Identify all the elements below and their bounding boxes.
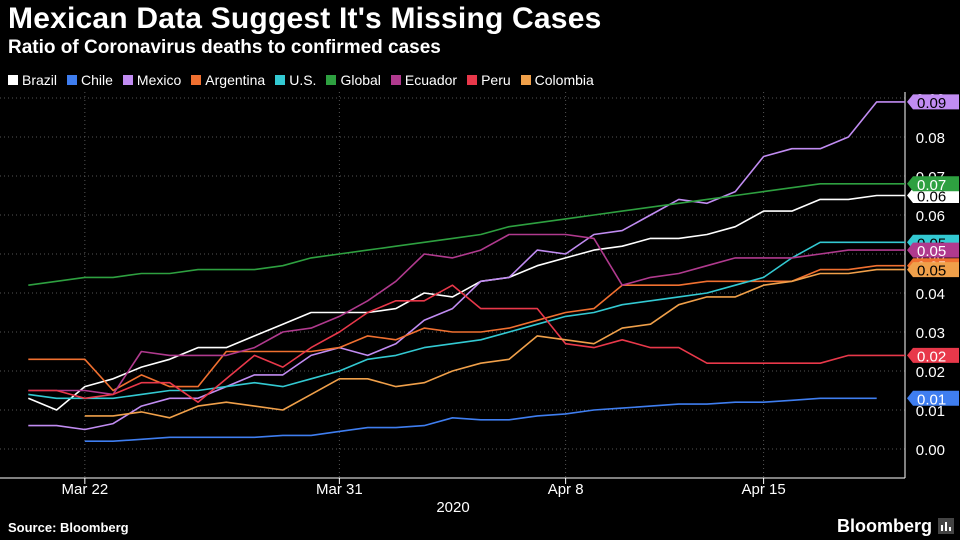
legend-swatch [275,75,286,85]
end-label-chile: 0.01 [917,391,946,408]
end-label-colombia: 0.05 [917,263,946,280]
series-line-ecuador [28,233,905,396]
end-label-ecuador: 0.05 [917,243,946,260]
end-label-tag-global [907,176,959,192]
y-tick-label: 0.00 [916,442,945,459]
legend-item-mexico: Mexico [122,72,182,88]
legend-label: Colombia [534,72,594,88]
chart-subtitle: Ratio of Coronavirus deaths to confirmed… [8,37,441,58]
end-label-mexico: 0.09 [917,95,946,112]
series-line-chile [84,397,877,443]
y-tick-label: 0.06 [916,208,945,225]
legend-swatch [390,75,401,85]
bloomberg-terminal-icon [938,518,954,534]
end-label-tag-ecuador [907,242,959,258]
legend-label: Peru [481,72,511,88]
series-line-peru [28,284,905,404]
legend: Brazil Chile Mexico Argentina U.S. Global Ecua… [8,72,594,88]
legend-item-global: Global [326,72,381,88]
x-tick-label: Apr 15 [741,481,785,498]
legend-item-us: U.S. [275,72,316,88]
x-tick-label: Apr 8 [548,481,584,498]
legend-item-chile: Chile [67,72,113,88]
legend-swatch [520,75,531,85]
bloomberg-logo: Bloomberg [836,516,932,536]
series-line-mexico [28,101,905,431]
series-line-us [28,241,905,400]
y-tick-label: 0.03 [916,325,945,342]
y-tick-label: 0.04 [916,286,945,303]
x-axis-label: 2020 [436,499,469,516]
series-line-brazil [27,194,905,411]
legend-label: Chile [81,72,113,88]
y-tick-label: 0.01 [916,403,945,420]
legend-swatch [191,75,202,85]
source-label: Source: Bloomberg [8,520,129,535]
end-label-tag-peru [907,347,959,363]
legend-label: Global [340,72,381,88]
end-label-tag-colombia [907,262,959,278]
legend-label: Mexico [136,72,182,88]
legend-item-argentina: Argentina [191,72,265,88]
end-label-tag-brazil [907,188,959,203]
end-label-peru: 0.02 [917,348,946,365]
end-label-tag-chile [907,390,959,406]
legend-swatch [67,75,78,85]
legend-item-brazil: Brazil [8,72,57,88]
legend-swatch [467,75,478,85]
legend-swatch [122,75,133,85]
y-tick-label: 0.08 [916,130,945,147]
legend-swatch [326,75,337,85]
legend-item-colombia: Colombia [520,72,594,88]
legend-label: Brazil [22,72,58,88]
legend-item-ecuador: Ecuador [390,72,458,88]
legend-item-peru: Peru [467,72,511,88]
x-tick-label: Mar 31 [316,481,363,498]
end-label-global: 0.07 [917,177,946,194]
legend-label: U.S. [289,72,317,88]
legend-label: Argentina [205,72,266,88]
legend-label: Ecuador [404,72,458,88]
chart-title: Mexican Data Suggest It's Missing Cases [8,2,602,35]
series-line-colombia [84,268,905,419]
y-tick-label: 0.02 [916,364,945,381]
legend-swatch [8,75,18,85]
x-tick-label: Mar 22 [62,481,109,498]
end-label-brazil: 0.06 [917,189,946,206]
series-line-global [28,183,905,286]
end-label-tag-mexico [907,94,959,110]
